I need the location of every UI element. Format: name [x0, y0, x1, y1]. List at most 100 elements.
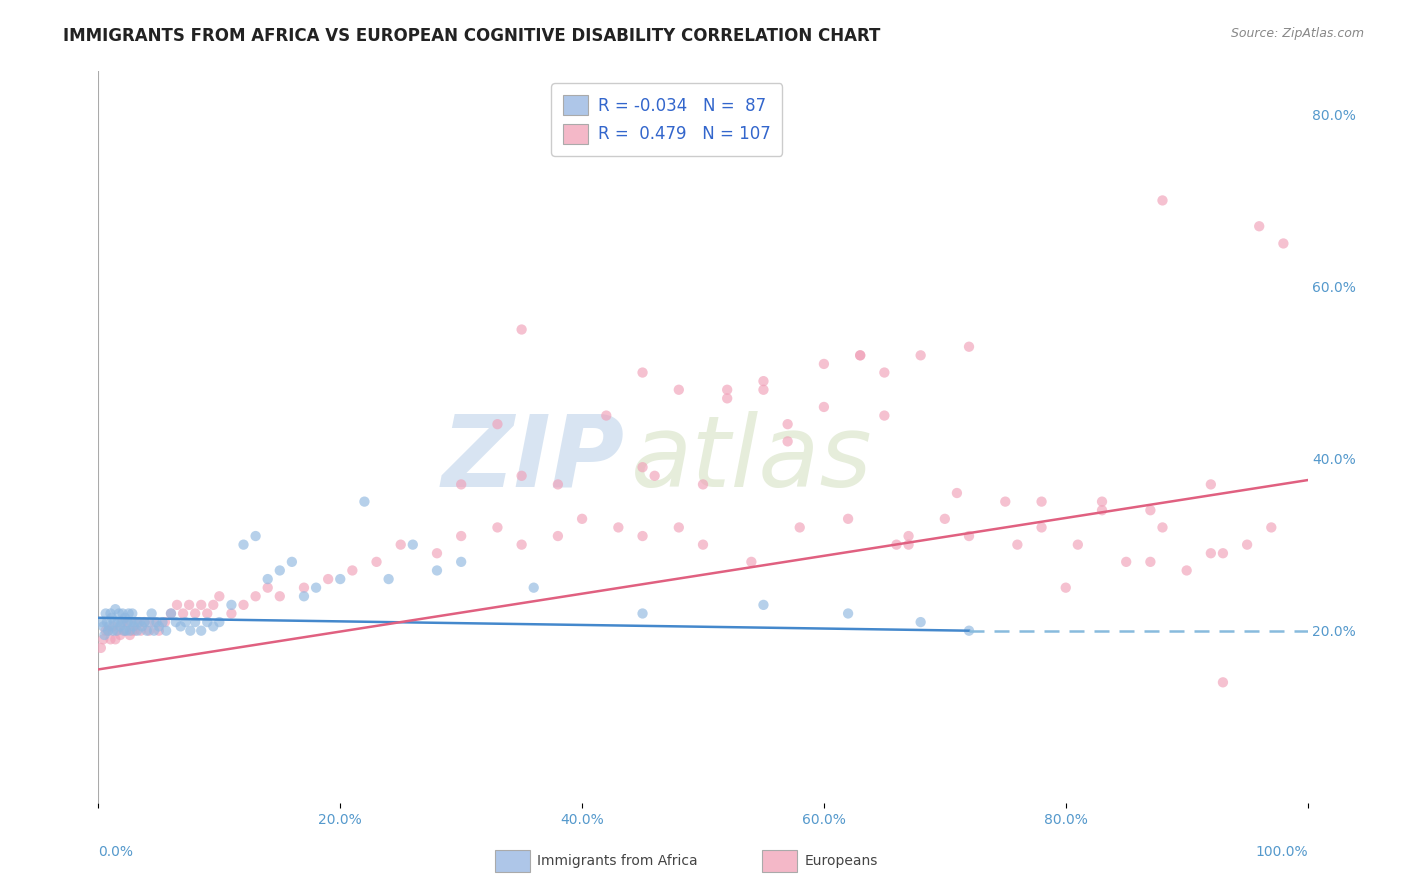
Point: [910, 615, 932, 629]
Point: [97, 624, 120, 638]
Point: [160, 607, 183, 621]
Point: [100, 607, 122, 621]
Point: [152, 615, 174, 629]
Point: [91, 615, 114, 629]
Point: [135, 624, 157, 638]
Point: [256, 572, 278, 586]
Point: [97, 624, 120, 638]
Point: [342, 564, 364, 578]
Point: [221, 598, 243, 612]
Point: [256, 581, 278, 595]
Point: [1139, 503, 1161, 517]
Point: [837, 512, 859, 526]
Point: [100, 611, 122, 625]
Point: [1067, 538, 1090, 552]
Point: [1199, 477, 1222, 491]
Point: [353, 494, 375, 508]
Point: [100, 632, 122, 647]
Text: Immigrants from Africa: Immigrants from Africa: [537, 854, 697, 868]
Point: [1115, 555, 1137, 569]
Point: [305, 581, 328, 595]
Point: [121, 607, 143, 621]
Point: [91, 619, 114, 633]
Point: [813, 357, 835, 371]
Text: 0.0%: 0.0%: [98, 846, 134, 859]
Point: [138, 615, 160, 629]
Text: Source: ZipAtlas.com: Source: ZipAtlas.com: [1230, 27, 1364, 40]
Point: [740, 555, 762, 569]
Point: [108, 619, 131, 633]
Point: [946, 486, 969, 500]
Point: [631, 460, 654, 475]
Point: [873, 366, 896, 380]
Point: [160, 607, 183, 621]
Point: [752, 598, 775, 612]
Point: [94, 607, 117, 621]
Text: IMMIGRANTS FROM AFRICA VS EUROPEAN COGNITIVE DISABILITY CORRELATION CHART: IMMIGRANTS FROM AFRICA VS EUROPEAN COGNI…: [63, 27, 880, 45]
Point: [1260, 520, 1282, 534]
Point: [366, 555, 388, 569]
Point: [148, 619, 170, 633]
Point: [104, 602, 127, 616]
Text: Europeans: Europeans: [804, 854, 877, 868]
Point: [994, 494, 1017, 508]
Point: [101, 624, 124, 638]
Point: [108, 628, 131, 642]
Point: [607, 520, 630, 534]
Point: [128, 615, 150, 629]
Point: [1212, 675, 1234, 690]
Point: [98, 619, 121, 633]
Point: [245, 529, 267, 543]
Point: [115, 624, 138, 638]
Text: ZIP: ZIP: [441, 410, 624, 508]
Point: [316, 572, 339, 586]
Point: [776, 417, 799, 432]
Point: [93, 628, 115, 642]
Point: [190, 598, 212, 612]
Point: [101, 619, 124, 633]
Point: [195, 615, 218, 629]
Point: [886, 538, 908, 552]
Point: [716, 383, 738, 397]
Point: [232, 538, 254, 552]
Point: [127, 615, 149, 629]
Point: [245, 589, 267, 603]
Point: [1236, 538, 1258, 552]
Point: [897, 538, 920, 552]
Point: [547, 529, 569, 543]
Point: [108, 607, 131, 621]
Point: [1212, 546, 1234, 560]
Point: [221, 607, 243, 621]
Point: [127, 624, 149, 638]
Point: [107, 615, 129, 629]
Point: [1054, 581, 1077, 595]
Point: [897, 529, 920, 543]
Point: [957, 340, 980, 354]
Point: [1007, 538, 1029, 552]
Point: [1031, 494, 1053, 508]
Point: [184, 615, 207, 629]
Point: [90, 640, 112, 655]
Point: [148, 624, 170, 638]
Point: [232, 598, 254, 612]
Point: [813, 400, 835, 414]
Point: [1152, 194, 1174, 208]
Point: [716, 392, 738, 406]
Point: [114, 624, 136, 638]
Point: [153, 615, 176, 629]
Point: [934, 512, 956, 526]
Point: [91, 632, 114, 647]
Point: [208, 615, 231, 629]
Point: [138, 624, 160, 638]
Text: 100.0%: 100.0%: [1256, 846, 1308, 859]
Point: [131, 619, 153, 633]
Point: [957, 624, 980, 638]
Point: [1091, 503, 1114, 517]
Point: [118, 628, 141, 642]
Point: [426, 564, 449, 578]
Point: [1249, 219, 1271, 234]
Point: [129, 624, 152, 638]
Text: atlas: atlas: [630, 410, 872, 508]
Point: [269, 589, 291, 603]
Point: [117, 615, 139, 629]
